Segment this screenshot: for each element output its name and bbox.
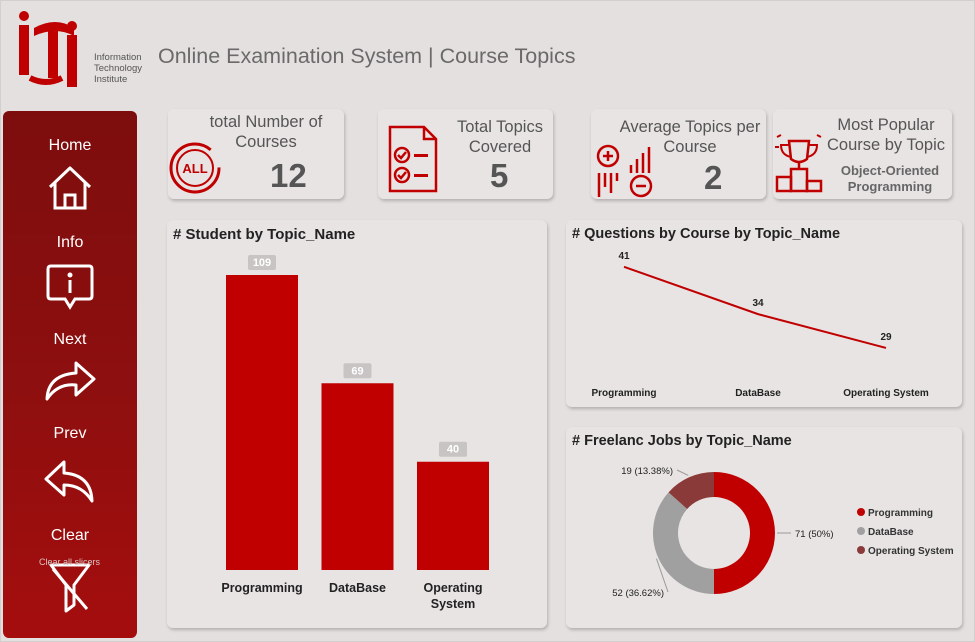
nav-prev-button[interactable]: Prev (3, 425, 137, 505)
line-chart: 41 Programming 34 DataBase 29 Operating Syste… (591, 251, 929, 399)
sidebar: Home Info Next Prev Clear Clear all (3, 111, 137, 638)
kpi-value: 5 (490, 157, 509, 194)
category-label: DataBase (329, 581, 386, 595)
category-label: System (431, 597, 475, 611)
clear-tooltip: Clear all slicers (39, 557, 101, 567)
nav-next-label: Next (53, 331, 87, 348)
donut-slice (653, 492, 714, 594)
series-line (623, 265, 887, 349)
category-label: Operating System (843, 388, 929, 399)
kpi-value: 12 (270, 157, 307, 194)
category-label: DataBase (735, 388, 781, 399)
questions-by-topic-panel: # Questions by Course by Topic_Name 41 Pr… (566, 220, 962, 407)
page-title: Online Examination System | Course Topic… (158, 44, 576, 68)
filter-clear-icon (49, 563, 91, 613)
kpi-card-avg-topics: Average Topics per Course 2 (591, 109, 766, 199)
logo-line-2: Technology (94, 63, 143, 74)
trophy-icon (775, 134, 823, 193)
category-label: Programming (221, 581, 302, 595)
data-label: 34 (752, 298, 764, 309)
data-label: 52 (36.62%) (612, 588, 664, 599)
category-label: Operating (423, 581, 482, 595)
category-label: Programming (591, 388, 656, 399)
info-icon (46, 264, 94, 310)
arrow-left-icon (44, 460, 94, 503)
data-label-bg (343, 363, 372, 379)
kpi-value: 2 (704, 159, 723, 196)
legend-label: Programming (868, 508, 933, 519)
nav-home-button[interactable]: Home (3, 137, 137, 213)
leader-line (676, 469, 689, 476)
legend-label: DataBase (868, 527, 914, 538)
iti-logo: Information Technology Institute (16, 8, 148, 92)
data-label: 19 (13.38%) (621, 466, 673, 477)
chart-title: # Questions by Course by Topic_Name (572, 226, 841, 242)
legend-marker (857, 527, 865, 535)
bar-chart: 109 Programming 69 DataBase 40 Operating Syste… (221, 255, 489, 611)
svg-text:ALL: ALL (182, 161, 207, 176)
bar (417, 461, 489, 570)
data-label-bg (439, 441, 467, 457)
nav-home-label: Home (48, 137, 92, 154)
kpi-title: Most Popular Course by Topic (826, 116, 945, 154)
data-label: 109 (253, 257, 271, 269)
kpi-card-popular-topic: Most Popular Course by Topic Object-Orie… (773, 109, 952, 199)
student-by-topic-panel: # Student by Topic_Name 109 Programming 69… (167, 220, 547, 628)
donut-slice (668, 472, 714, 509)
data-label: 71 (50%) (795, 529, 834, 540)
data-label: 41 (618, 251, 630, 262)
home-icon (48, 166, 92, 210)
bar (226, 275, 298, 570)
nav-clear-label: Clear (50, 527, 90, 544)
legend-marker (857, 508, 865, 516)
checklist-icon (388, 125, 438, 193)
kpi-value: Object-Oriented Programming (840, 163, 940, 194)
arrow-right-icon (45, 361, 96, 401)
data-label: 69 (351, 365, 363, 377)
logo-mark-icon (19, 11, 77, 87)
legend-label: Operating System (868, 546, 954, 557)
nav-info-button[interactable]: Info (3, 234, 137, 312)
logo-line-3: Institute (94, 74, 128, 85)
data-label: 29 (880, 332, 892, 343)
donut-slice (714, 472, 775, 594)
nav-info-label: Info (56, 234, 84, 251)
data-label-bg (248, 255, 276, 270)
legend-marker (857, 546, 865, 554)
leader-line (656, 558, 669, 593)
all-icon: ALL (169, 142, 221, 194)
nav-prev-label: Prev (53, 425, 87, 442)
logo-text: Information Technology Institute (94, 52, 142, 85)
kpi-title: total Number of Courses (209, 113, 323, 151)
kpi-title: Average Topics per Course (619, 118, 761, 156)
kpi-card-total-courses: total Number of Courses ALL 12 (168, 109, 344, 199)
kpi-title: Total Topics Covered (457, 118, 543, 156)
nav-next-button[interactable]: Next (3, 331, 137, 405)
donut-chart: 71 (50%) 52 (36.62%) 19 (13.38%) Programmin… (612, 466, 954, 599)
data-label: 40 (447, 444, 459, 456)
logo-line-1: Information (94, 52, 142, 63)
freelance-jobs-panel: # Freelanc Jobs by Topic_Name 71 (50%) 52… (566, 427, 962, 628)
chart-title: # Student by Topic_Name (173, 226, 356, 243)
nav-clear-button[interactable]: Clear (3, 527, 137, 615)
bar (321, 383, 394, 570)
kpi-card-total-topics: Total Topics Covered 5 (378, 109, 553, 199)
chart-title: # Freelanc Jobs by Topic_Name (572, 433, 792, 449)
calculator-icon (596, 144, 653, 198)
